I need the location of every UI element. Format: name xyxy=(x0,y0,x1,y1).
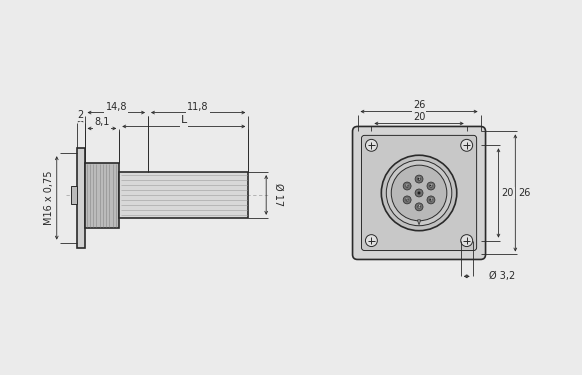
Text: 14,8: 14,8 xyxy=(105,102,127,112)
Text: Ø 3,2: Ø 3,2 xyxy=(488,272,514,281)
Circle shape xyxy=(430,198,432,201)
Circle shape xyxy=(461,235,473,246)
Circle shape xyxy=(417,178,421,180)
Circle shape xyxy=(415,175,423,183)
Circle shape xyxy=(406,184,409,188)
FancyBboxPatch shape xyxy=(353,126,485,260)
Text: 26: 26 xyxy=(518,188,530,198)
Circle shape xyxy=(386,160,452,226)
Circle shape xyxy=(417,206,421,209)
Text: 3: 3 xyxy=(430,198,432,202)
Bar xyxy=(84,163,119,228)
Bar xyxy=(70,186,77,204)
Bar xyxy=(119,172,249,218)
Text: 4: 4 xyxy=(418,205,420,209)
Text: 8,1: 8,1 xyxy=(94,117,109,128)
Circle shape xyxy=(415,189,423,197)
Text: 20: 20 xyxy=(501,188,513,198)
Circle shape xyxy=(365,235,377,246)
Text: 5: 5 xyxy=(406,198,409,202)
Circle shape xyxy=(403,196,411,204)
Circle shape xyxy=(427,196,435,204)
Text: 2: 2 xyxy=(430,184,432,188)
Text: M16 x 0,75: M16 x 0,75 xyxy=(44,171,54,225)
Circle shape xyxy=(461,140,473,151)
Circle shape xyxy=(381,155,457,231)
FancyBboxPatch shape xyxy=(361,135,477,250)
Text: 26: 26 xyxy=(413,100,425,109)
Wedge shape xyxy=(417,220,421,225)
Circle shape xyxy=(403,182,411,190)
Circle shape xyxy=(415,203,423,211)
Text: 20: 20 xyxy=(413,111,425,122)
Text: 1: 1 xyxy=(418,177,420,181)
Circle shape xyxy=(417,192,421,195)
Circle shape xyxy=(427,182,435,190)
Text: 6: 6 xyxy=(406,184,409,188)
Text: 11,8: 11,8 xyxy=(187,102,209,112)
Circle shape xyxy=(391,165,447,221)
Circle shape xyxy=(365,140,377,151)
Text: Ø 17: Ø 17 xyxy=(273,183,283,207)
Circle shape xyxy=(406,198,409,201)
Text: 2: 2 xyxy=(77,110,84,120)
Text: L: L xyxy=(180,116,187,126)
Bar xyxy=(77,148,84,248)
Circle shape xyxy=(430,184,432,188)
